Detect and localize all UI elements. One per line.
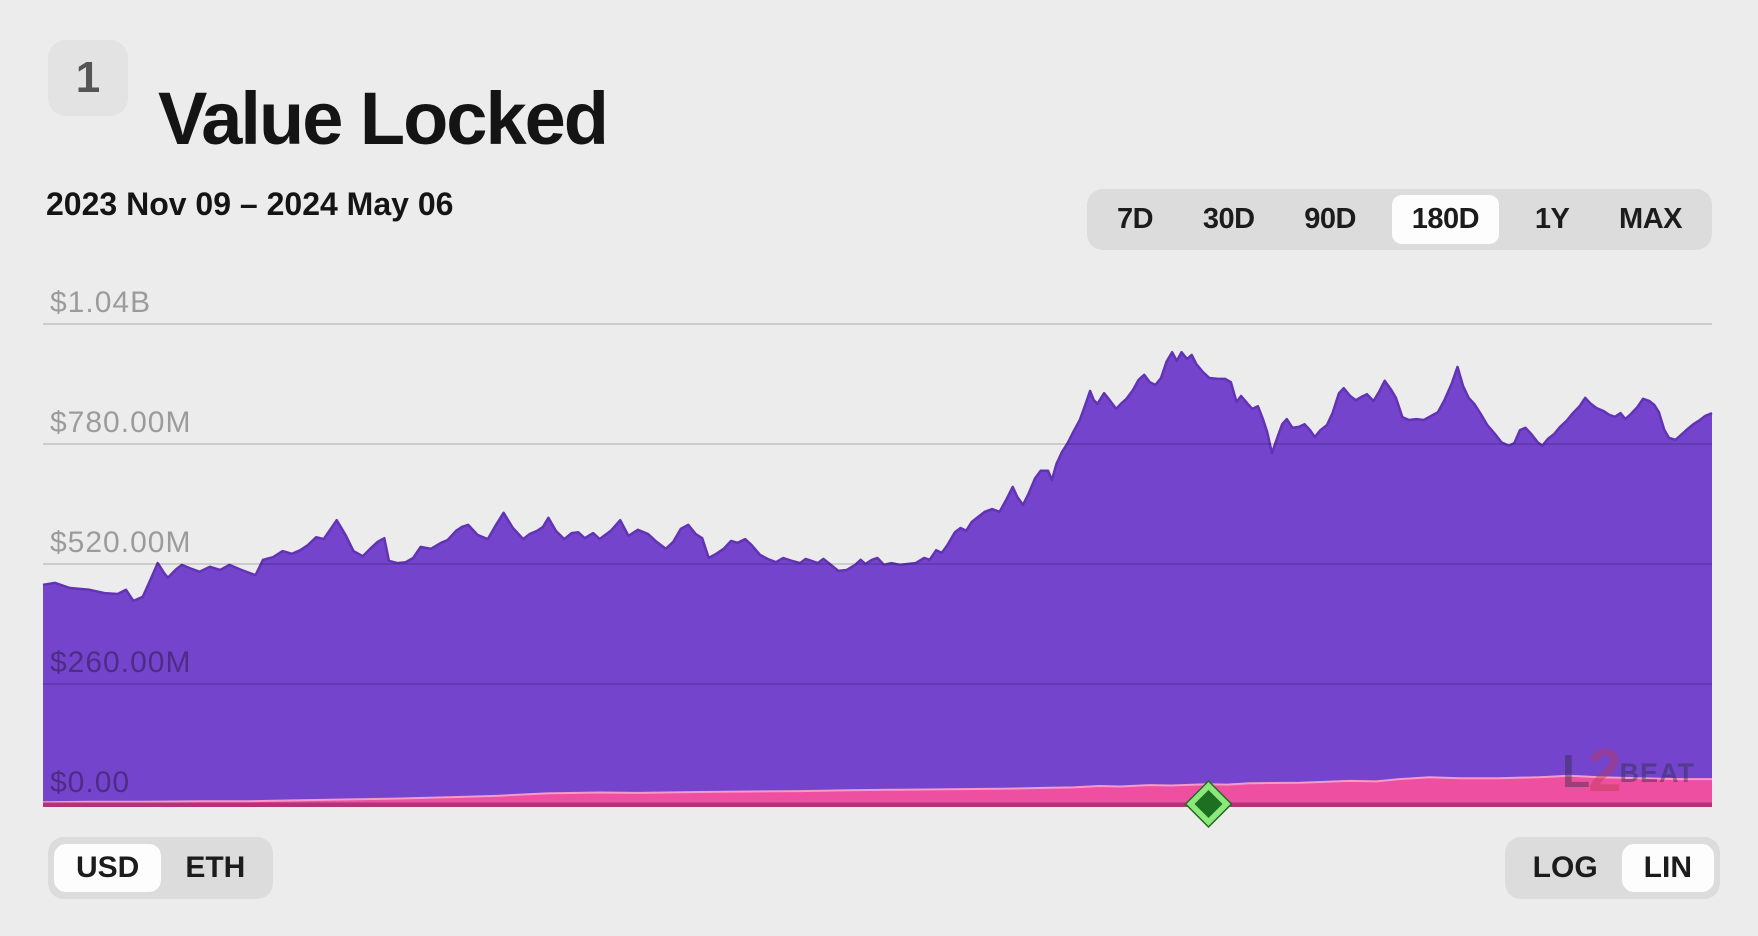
unit-toggle-eth[interactable]: ETH: [185, 851, 246, 884]
range-option-90d[interactable]: 90D: [1304, 203, 1356, 235]
scale-toggle-lin[interactable]: LIN: [1621, 844, 1714, 892]
y-axis-label: $1.04B: [50, 286, 151, 319]
bottom-series-edge: [42, 774, 1712, 804]
range-option-30d[interactable]: 30D: [1202, 203, 1255, 235]
scale-toggle-log[interactable]: LOG: [1532, 851, 1598, 884]
range-option-7d[interactable]: 7D: [1117, 203, 1154, 235]
y-axis-label: $260.00M: [50, 646, 191, 679]
range-option-1y[interactable]: 1Y: [1534, 203, 1570, 235]
y-axis-label: $520.00M: [50, 526, 191, 559]
y-axis-label: $0.00: [50, 766, 130, 799]
unit-toggle: USD ETH: [48, 837, 274, 899]
x-axis-baseline: [43, 802, 1712, 807]
index-badge-number: 1: [75, 53, 101, 102]
scale-toggle: LOG LIN: [1504, 837, 1720, 899]
index-badge: 1: [48, 40, 128, 116]
range-option-max[interactable]: MAX: [1619, 203, 1682, 235]
total-value-locked-area[interactable]: [43, 352, 1712, 804]
range-option-180d[interactable]: 180D: [1391, 195, 1500, 244]
time-range-selector: 7D 30D 90D 180D 1Y MAX: [1087, 189, 1712, 250]
page-title: Value Locked: [158, 76, 609, 160]
unit-toggle-usd[interactable]: USD: [54, 844, 162, 892]
y-axis-label: $780.00M: [50, 406, 191, 439]
chart-date-range: 2023 Nov 09 – 2024 May 06: [46, 186, 454, 222]
total-value-locked-edge: [42, 350, 1713, 603]
milestone-diamond-inner: [1194, 790, 1223, 818]
